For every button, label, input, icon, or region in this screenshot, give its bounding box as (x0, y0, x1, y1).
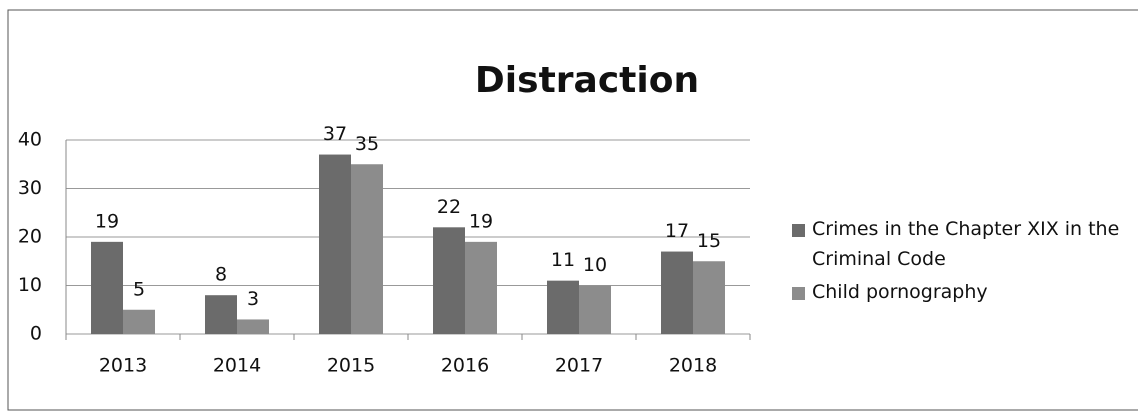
bar (661, 251, 693, 334)
data-label: 15 (697, 230, 721, 252)
bar (237, 319, 269, 334)
legend: Crimes in the Chapter XIX in the Crimina… (790, 214, 1135, 310)
legend-item: Crimes in the Chapter XIX in the Crimina… (790, 214, 1135, 274)
bar (433, 227, 465, 334)
data-label: 17 (665, 220, 689, 242)
data-label: 11 (551, 249, 575, 271)
data-label: 19 (95, 210, 119, 232)
bar (319, 154, 351, 334)
bar (91, 241, 123, 334)
y-tick-label: 20 (18, 226, 42, 248)
bar (123, 309, 155, 334)
bar (693, 261, 725, 334)
data-label: 35 (355, 133, 379, 155)
x-tick-label: 2016 (441, 355, 489, 377)
legend-label: Crimes in the Chapter XIX in the Crimina… (812, 218, 1120, 270)
bar (465, 241, 497, 334)
chart-frame (7, 9, 1138, 411)
x-tick-label: 2018 (669, 355, 717, 377)
x-tick-label: 2014 (213, 355, 261, 377)
data-label: 22 (437, 196, 461, 218)
x-tick-label: 2013 (99, 355, 147, 377)
data-label: 3 (247, 288, 259, 310)
legend-swatch (792, 287, 805, 300)
legend-label: Child pornography (812, 281, 988, 303)
data-label: 37 (323, 123, 347, 145)
bar (351, 164, 383, 334)
legend-item: Child pornography (790, 277, 1135, 307)
y-tick-label: 30 (18, 177, 42, 199)
bar (579, 285, 611, 334)
y-tick-label: 10 (18, 274, 42, 296)
data-label: 10 (583, 254, 607, 276)
data-label: 19 (469, 210, 493, 232)
x-tick-label: 2015 (327, 355, 375, 377)
chart-title: Distraction (475, 60, 699, 101)
bar (547, 280, 579, 334)
x-tick-label: 2017 (555, 355, 603, 377)
legend-swatch (792, 224, 805, 237)
data-label: 5 (133, 278, 145, 300)
data-label: 8 (215, 264, 227, 286)
bar (205, 295, 237, 334)
y-tick-label: 0 (30, 323, 42, 345)
y-tick-label: 40 (18, 129, 42, 151)
